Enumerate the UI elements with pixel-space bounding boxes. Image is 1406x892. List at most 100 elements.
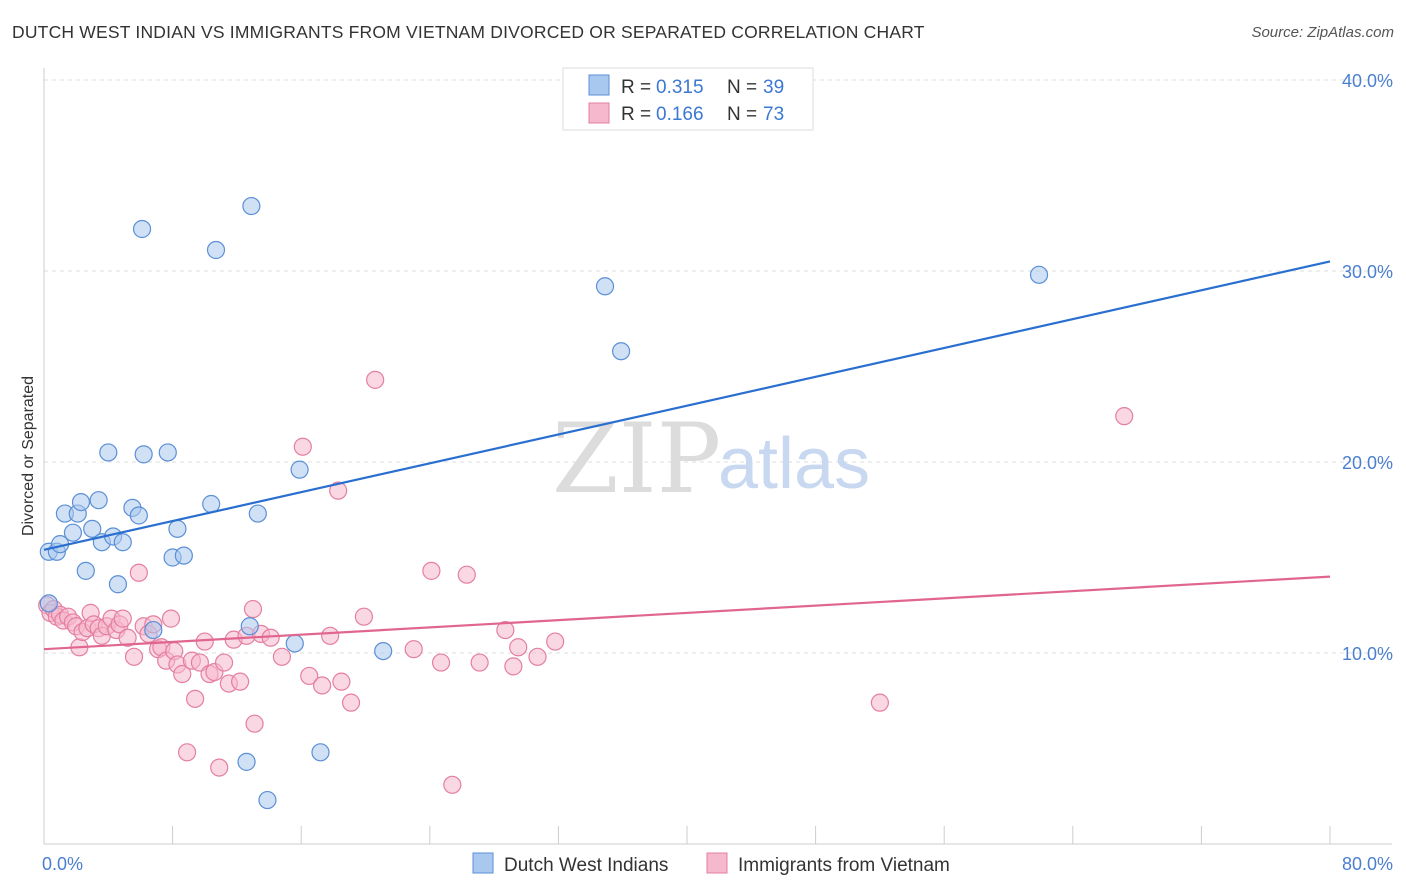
legend-r-value: 0.315 xyxy=(656,77,704,98)
data-point xyxy=(231,672,250,691)
data-point xyxy=(144,620,163,640)
y-tick-label: 20.0% xyxy=(1342,453,1393,473)
y-tick-label: 10.0% xyxy=(1342,644,1393,664)
data-point xyxy=(422,561,441,580)
data-point xyxy=(528,647,547,666)
series-swatch-blue xyxy=(472,852,494,874)
series-legend: Dutch West Indians Immigrants from Vietn… xyxy=(472,852,950,876)
data-point xyxy=(457,565,476,584)
data-point xyxy=(158,443,177,462)
data-point xyxy=(470,653,489,672)
data-point xyxy=(354,607,373,626)
data-point xyxy=(443,775,462,794)
data-point xyxy=(258,790,277,810)
data-point xyxy=(272,647,292,666)
data-point xyxy=(366,370,385,389)
data-point xyxy=(134,445,153,464)
legend-n-value: 39 xyxy=(763,77,784,98)
series-label-dutch-west-indians: Dutch West Indians xyxy=(504,855,668,876)
series-swatch-pink xyxy=(706,852,728,874)
x-tick-labels: 0.0% 80.0% xyxy=(42,854,1393,874)
data-point xyxy=(237,752,256,771)
source-label: Source: ZipAtlas.com xyxy=(1251,24,1394,41)
data-point xyxy=(285,634,304,653)
data-point xyxy=(177,743,197,762)
data-point xyxy=(71,493,91,512)
data-point xyxy=(611,342,631,361)
legend-r-label: R = xyxy=(621,77,651,98)
data-point xyxy=(113,609,132,628)
data-point xyxy=(76,561,95,580)
axes xyxy=(43,68,1392,845)
watermark-atlas: atlas xyxy=(718,424,870,504)
dutch-west-indian-points xyxy=(39,196,1049,810)
data-point xyxy=(129,506,148,525)
legend-swatch-pink xyxy=(588,102,610,124)
data-point xyxy=(546,632,565,651)
vietnam-points xyxy=(38,370,1134,794)
x-tick-label-max: 80.0% xyxy=(1342,854,1393,874)
data-point xyxy=(161,609,181,628)
legend-n-label: N = xyxy=(727,77,757,98)
data-point xyxy=(39,594,58,613)
data-point xyxy=(243,599,263,619)
x-tick-label-min: 0.0% xyxy=(42,854,83,874)
data-point xyxy=(118,628,137,647)
data-point xyxy=(329,481,348,500)
legend-r-value: 0.166 xyxy=(656,104,704,125)
data-point xyxy=(132,219,152,239)
data-point xyxy=(312,676,332,695)
data-point xyxy=(63,523,83,542)
data-point xyxy=(332,672,351,691)
data-point xyxy=(341,693,361,712)
data-point xyxy=(1029,265,1049,284)
data-point xyxy=(174,546,193,565)
data-point xyxy=(173,664,192,684)
legend-swatch-blue xyxy=(588,74,610,96)
data-point xyxy=(89,491,108,510)
data-point xyxy=(168,519,187,538)
data-point xyxy=(206,240,226,260)
legend-n-value: 73 xyxy=(763,104,784,125)
grid-lines xyxy=(44,79,1392,654)
data-point xyxy=(99,443,118,462)
data-point xyxy=(245,714,264,733)
data-point xyxy=(248,504,267,523)
data-point xyxy=(509,638,528,657)
data-point xyxy=(595,277,615,296)
data-point xyxy=(374,641,393,661)
watermark: ZIP atlas xyxy=(552,403,870,515)
y-axis-label: Divorced or Separated xyxy=(20,376,37,536)
data-point xyxy=(293,437,312,456)
data-point xyxy=(1115,407,1134,426)
data-point xyxy=(242,196,261,216)
y-tick-label: 30.0% xyxy=(1342,262,1393,282)
data-point xyxy=(311,743,330,762)
data-point xyxy=(129,563,148,582)
series-label-immigrants-from-vietnam: Immigrants from Vietnam xyxy=(738,855,950,876)
data-point xyxy=(210,758,229,777)
legend-n-label: N = xyxy=(727,104,757,125)
data-point xyxy=(83,519,102,538)
data-point xyxy=(504,657,523,676)
data-point xyxy=(300,666,319,686)
watermark-zip: ZIP xyxy=(552,403,721,515)
trend-line-dutch-west-indians xyxy=(43,260,1331,551)
y-tick-labels: 10.0% 20.0% 30.0% 40.0% xyxy=(1342,71,1393,664)
data-point xyxy=(108,575,128,594)
data-point xyxy=(290,460,309,479)
data-point xyxy=(214,653,234,672)
data-point xyxy=(186,689,205,708)
legend-box: R = 0.315 N = 39 R = 0.166 N = 73 xyxy=(562,67,814,131)
y-tick-label: 40.0% xyxy=(1342,71,1393,91)
chart-title: DUTCH WEST INDIAN VS IMMIGRANTS FROM VIE… xyxy=(12,22,925,42)
data-point xyxy=(404,640,423,659)
data-point xyxy=(431,653,451,672)
legend-r-label: R = xyxy=(621,104,651,125)
data-point xyxy=(321,626,340,645)
data-point xyxy=(870,693,890,712)
data-point xyxy=(113,533,132,552)
data-point xyxy=(124,647,144,666)
trend-lines xyxy=(43,260,1331,651)
